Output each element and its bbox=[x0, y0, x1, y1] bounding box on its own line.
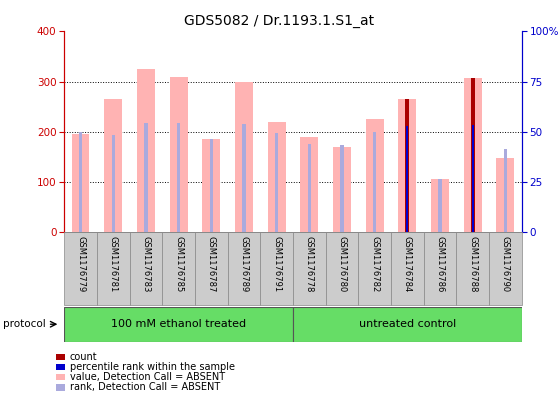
Bar bbox=[471, 77, 475, 232]
Text: GSM1176790: GSM1176790 bbox=[501, 235, 510, 292]
Text: 100 mM ethanol treated: 100 mM ethanol treated bbox=[111, 319, 246, 329]
Bar bbox=[472, 125, 474, 232]
Text: GSM1176787: GSM1176787 bbox=[207, 235, 216, 292]
Bar bbox=[340, 145, 344, 232]
Bar bbox=[398, 99, 416, 232]
Text: GSM1176782: GSM1176782 bbox=[370, 235, 379, 292]
Bar bbox=[112, 135, 115, 232]
Text: GSM1176788: GSM1176788 bbox=[468, 235, 477, 292]
Bar bbox=[129, 232, 162, 305]
Bar bbox=[64, 307, 293, 342]
Bar bbox=[242, 124, 246, 232]
Bar bbox=[300, 137, 318, 232]
Text: GSM1176783: GSM1176783 bbox=[141, 235, 150, 292]
Text: untreated control: untreated control bbox=[359, 319, 456, 329]
Bar bbox=[358, 232, 391, 305]
Bar bbox=[162, 232, 195, 305]
Text: GSM1176791: GSM1176791 bbox=[272, 235, 281, 292]
Text: percentile rank within the sample: percentile rank within the sample bbox=[70, 362, 235, 372]
Text: GSM1176785: GSM1176785 bbox=[174, 235, 183, 292]
Bar bbox=[406, 126, 408, 232]
Text: GSM1176786: GSM1176786 bbox=[436, 235, 445, 292]
Bar bbox=[391, 232, 424, 305]
Bar bbox=[307, 144, 311, 232]
Bar bbox=[293, 307, 522, 342]
Bar bbox=[406, 126, 409, 232]
Text: GSM1176784: GSM1176784 bbox=[403, 235, 412, 292]
Bar bbox=[260, 232, 293, 305]
Bar bbox=[333, 147, 351, 232]
Bar bbox=[456, 232, 489, 305]
Bar bbox=[104, 99, 122, 232]
Text: rank, Detection Call = ABSENT: rank, Detection Call = ABSENT bbox=[70, 382, 220, 393]
Text: GSM1176778: GSM1176778 bbox=[305, 235, 314, 292]
Bar bbox=[202, 139, 220, 232]
Text: count: count bbox=[70, 352, 98, 362]
Text: GSM1176789: GSM1176789 bbox=[239, 235, 248, 292]
Bar bbox=[464, 77, 482, 232]
Text: GSM1176779: GSM1176779 bbox=[76, 235, 85, 292]
Bar bbox=[170, 77, 187, 232]
Bar bbox=[431, 179, 449, 232]
Bar bbox=[439, 179, 441, 232]
Bar bbox=[195, 232, 228, 305]
Bar bbox=[471, 125, 474, 232]
Bar bbox=[79, 132, 82, 232]
Text: protocol: protocol bbox=[3, 319, 46, 329]
Bar bbox=[424, 232, 456, 305]
Bar bbox=[210, 139, 213, 232]
Bar bbox=[144, 123, 147, 232]
Bar bbox=[405, 99, 410, 232]
Bar bbox=[373, 132, 376, 232]
Bar bbox=[275, 133, 278, 232]
Bar bbox=[64, 232, 97, 305]
Bar bbox=[489, 232, 522, 305]
Bar bbox=[71, 134, 89, 232]
Bar bbox=[228, 232, 260, 305]
Text: GDS5082 / Dr.1193.1.S1_at: GDS5082 / Dr.1193.1.S1_at bbox=[184, 14, 374, 28]
Bar bbox=[137, 69, 155, 232]
Bar bbox=[177, 123, 180, 232]
Bar bbox=[326, 232, 358, 305]
Bar bbox=[235, 82, 253, 232]
Bar bbox=[293, 232, 326, 305]
Bar bbox=[97, 232, 129, 305]
Text: value, Detection Call = ABSENT: value, Detection Call = ABSENT bbox=[70, 372, 225, 382]
Bar bbox=[268, 122, 286, 232]
Text: GSM1176780: GSM1176780 bbox=[338, 235, 347, 292]
Bar bbox=[365, 119, 384, 232]
Bar bbox=[504, 149, 507, 232]
Text: GSM1176781: GSM1176781 bbox=[109, 235, 118, 292]
Bar bbox=[497, 158, 514, 232]
